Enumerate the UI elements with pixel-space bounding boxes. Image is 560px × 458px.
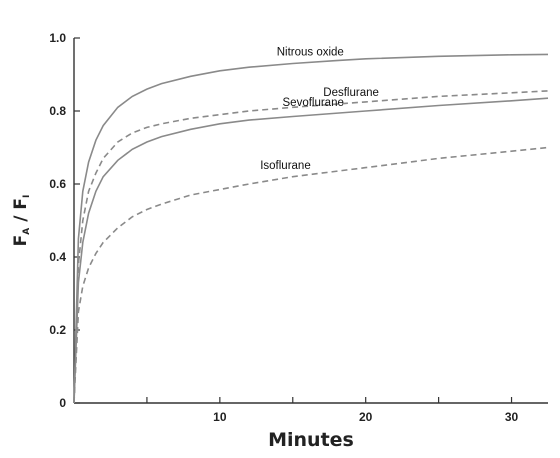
- y-tick-label: 1.0: [49, 31, 66, 45]
- y-axis-label: FA / FI: [11, 195, 32, 247]
- series-label-sevoflurane: Sevoflurane: [283, 97, 344, 109]
- y-tick-label: 0.4: [49, 250, 66, 264]
- x-axis-label: Minutes: [268, 429, 354, 451]
- y-label-denominator-sub: I: [22, 195, 32, 198]
- curves: [73, 53, 549, 404]
- series-label-desflurane: Desflurane: [323, 87, 379, 99]
- series-line-nitrous-oxide: [73, 53, 549, 404]
- y-label-numerator-sub: A: [22, 228, 32, 235]
- series-line-desflurane: [73, 90, 549, 404]
- x-tick-label: 10: [213, 410, 227, 424]
- svg-text:FA / FI: FA / FI: [11, 195, 32, 247]
- y-label-denominator: F: [11, 198, 31, 210]
- y-tick-label: 0.6: [49, 177, 66, 191]
- y-tick-label: 0.8: [49, 104, 66, 118]
- x-ticks: 10 20 30: [146, 397, 519, 424]
- series-line-isoflurane: [73, 146, 549, 404]
- y-tick-label: 0: [59, 396, 66, 410]
- y-tick-label: 0.2: [49, 323, 66, 337]
- y-ticks: 0 0.2 0.4 0.6 0.8 1.0: [49, 31, 80, 410]
- y-label-numerator: F: [11, 235, 31, 247]
- x-tick-label: 30: [505, 410, 519, 424]
- x-tick-label: 20: [359, 410, 373, 424]
- y-label-separator: /: [11, 210, 31, 228]
- series-label-isoflurane: Isoflurane: [260, 160, 311, 172]
- series-label-nitrous-oxide: Nitrous oxide: [277, 46, 344, 58]
- series-line-sevoflurane: [73, 97, 549, 404]
